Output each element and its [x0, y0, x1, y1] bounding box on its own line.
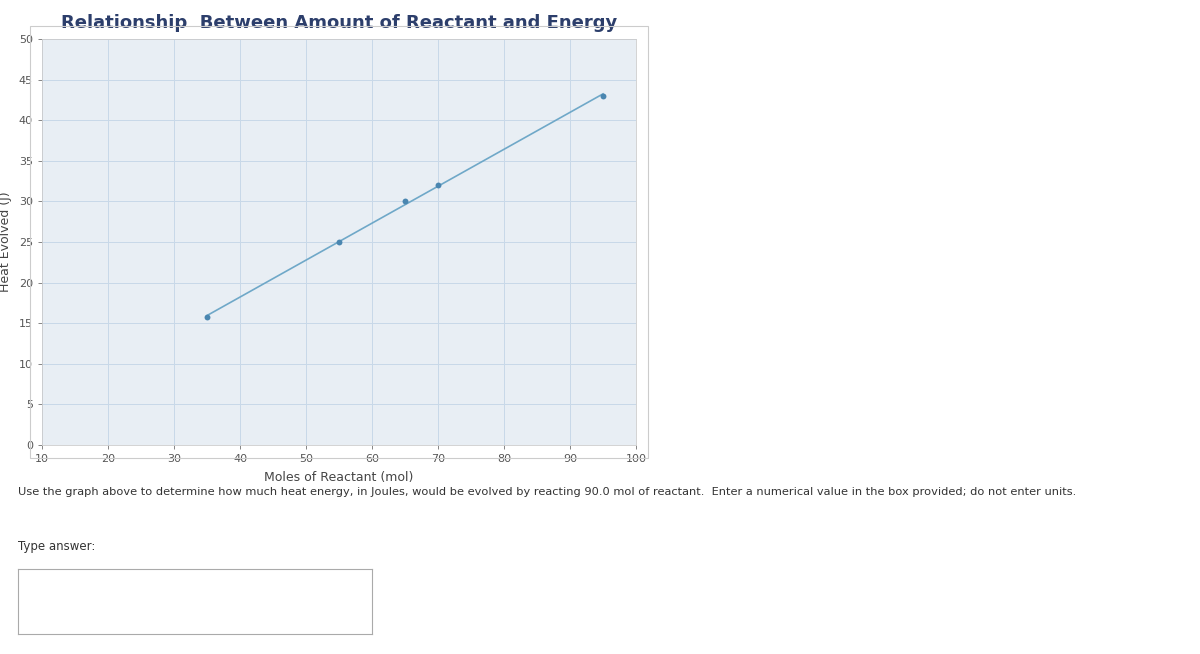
Y-axis label: Heat Evolved (J): Heat Evolved (J)	[0, 192, 12, 292]
Point	[330, 237, 349, 247]
Text: Use the graph above to determine how much heat energy, in Joules, would be evolv: Use the graph above to determine how muc…	[18, 487, 1076, 497]
Point	[428, 180, 448, 190]
Text: Type answer:: Type answer:	[18, 540, 95, 553]
Point	[396, 196, 415, 207]
Point	[594, 91, 613, 101]
Title: Relationship  Between Amount of Reactant and Energy: Relationship Between Amount of Reactant …	[61, 14, 617, 32]
Point	[198, 312, 217, 322]
X-axis label: Moles of Reactant (mol): Moles of Reactant (mol)	[264, 471, 414, 484]
